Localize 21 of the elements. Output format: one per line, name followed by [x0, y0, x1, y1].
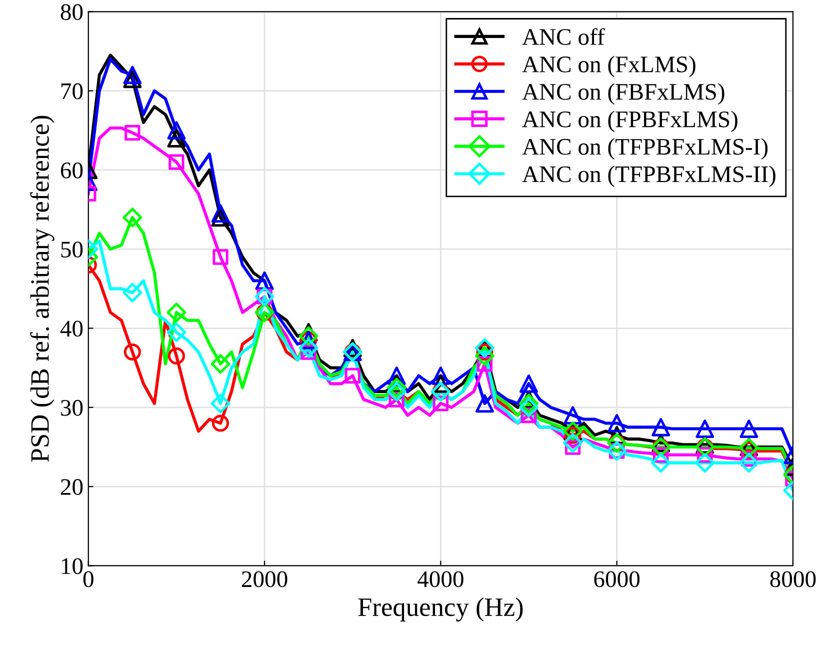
- legend-label: ANC on (FxLMS): [522, 56, 696, 78]
- y-tick-label: 70: [61, 83, 83, 100]
- y-axis-title: PSD (dB ref. arbitrary reference): [30, 116, 54, 462]
- y-tick-label: 30: [61, 400, 83, 416]
- x-tick-label: 2000: [242, 571, 288, 588]
- legend-label: ANC on (FBFxLMS): [522, 83, 724, 105]
- legend-label: ANC on (TFPBFxLMS-I): [522, 138, 768, 160]
- legend-label: ANC on (FPBFxLMS): [522, 110, 738, 132]
- x-axis-title: Frequency (Hz): [358, 598, 523, 622]
- legend-label: ANC on (TFPBFxLMS-II): [522, 166, 776, 188]
- y-tick-label: 40: [60, 320, 83, 337]
- x-tick-label: 6000: [594, 571, 640, 588]
- x-tick-label: 0: [83, 571, 94, 588]
- y-tick-label: 10: [62, 558, 83, 574]
- y-tick-label: 60: [60, 162, 83, 178]
- legend-label: ANC off: [522, 28, 605, 45]
- x-tick-label: 4000: [418, 571, 464, 588]
- x-tick-label: 8000: [770, 571, 816, 588]
- y-tick-label: 20: [60, 479, 83, 495]
- y-tick-label: 80: [60, 4, 83, 20]
- y-tick-label: 50: [61, 242, 83, 258]
